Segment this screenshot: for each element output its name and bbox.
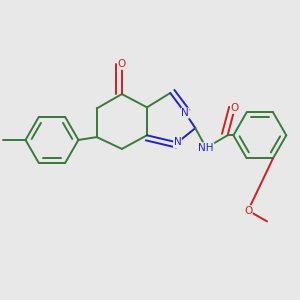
Text: NH: NH	[198, 143, 214, 153]
Text: N: N	[173, 137, 181, 148]
Text: O: O	[231, 103, 239, 113]
Text: O: O	[244, 206, 252, 216]
Text: N: N	[182, 108, 189, 118]
Text: O: O	[118, 59, 126, 69]
